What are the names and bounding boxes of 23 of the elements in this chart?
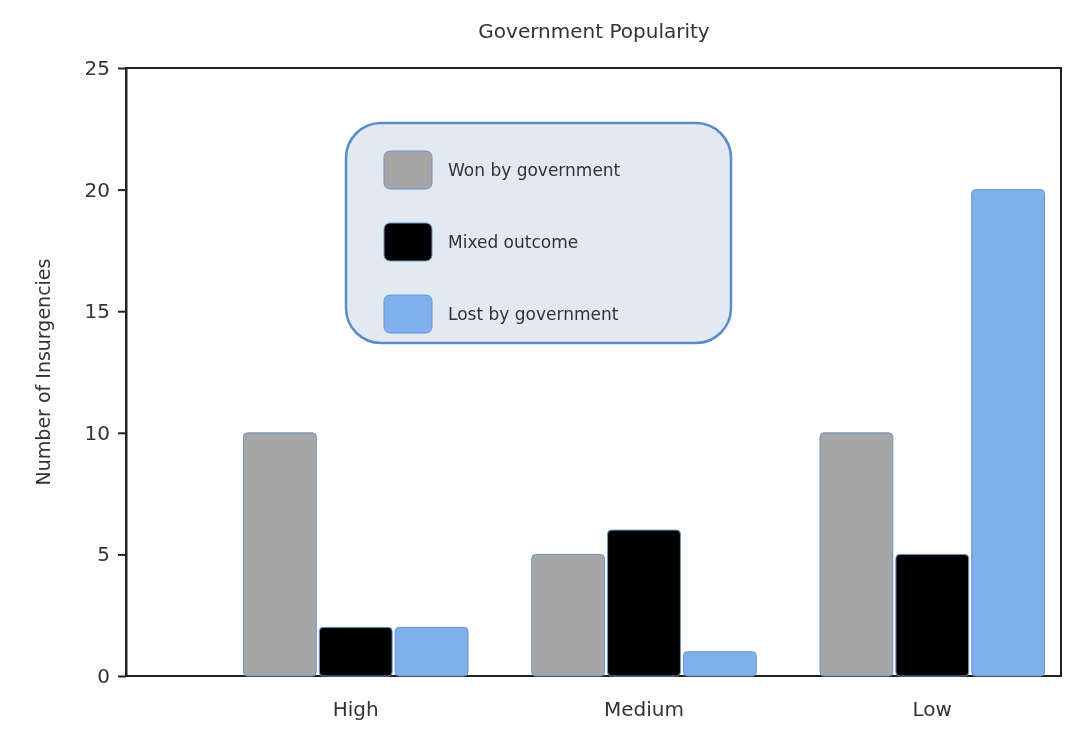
bar bbox=[531, 553, 606, 677]
y-tick-label: 0 bbox=[97, 663, 110, 688]
bar bbox=[242, 432, 317, 677]
y-tick-label: 5 bbox=[97, 542, 110, 567]
bar bbox=[607, 529, 681, 677]
bar bbox=[394, 626, 469, 677]
legend-label: Lost by government bbox=[448, 303, 619, 324]
legend-label: Won by government bbox=[448, 159, 621, 180]
bar bbox=[819, 432, 894, 677]
x-tick-label: Medium bbox=[604, 697, 684, 721]
x-tick-label: Low bbox=[912, 697, 952, 721]
y-axis-title: Number of Insurgencies bbox=[32, 258, 54, 486]
bar bbox=[318, 626, 393, 677]
y-tick-label: 25 bbox=[84, 55, 110, 80]
legend-label: Mixed outcome bbox=[448, 231, 579, 252]
bar bbox=[682, 651, 757, 677]
bar bbox=[971, 189, 1046, 677]
y-tick-label: 10 bbox=[84, 420, 110, 445]
x-tick-label: High bbox=[332, 697, 379, 721]
bar bbox=[895, 553, 970, 677]
chart-title: Government Popularity bbox=[478, 19, 710, 43]
y-tick-label: 20 bbox=[84, 177, 110, 202]
y-tick-label: 15 bbox=[84, 299, 110, 324]
